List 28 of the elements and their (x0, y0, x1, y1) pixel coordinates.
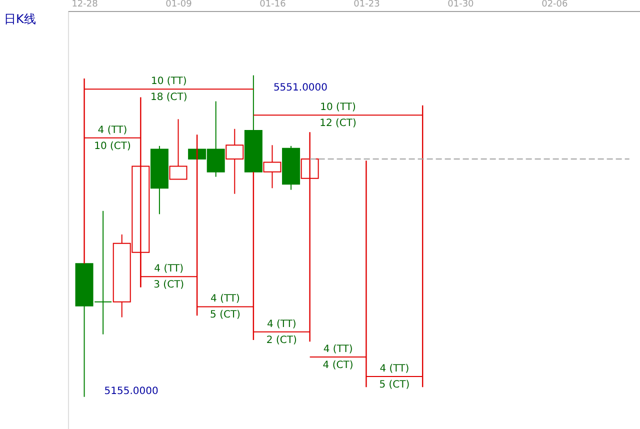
annotation: 10 (TT) (320, 102, 356, 114)
candlestick (169, 118, 188, 180)
annotation: 4 (TT) (266, 318, 296, 330)
annotation: 5 (CT) (379, 380, 410, 391)
annotation: 10 (CT) (94, 140, 131, 152)
annotation: 4 (TT) (98, 124, 128, 136)
annotation: 12 (CT) (320, 118, 357, 130)
x-tick-label: 01-09 (166, 0, 192, 10)
annotation: 18 (CT) (150, 92, 188, 104)
candlestick (226, 128, 244, 194)
chart-title: 日K线 (4, 12, 36, 26)
x-tick-label: 01-16 (260, 0, 286, 10)
x-tick-label: 12-28 (72, 0, 98, 10)
x-tick-label: 01-30 (448, 0, 474, 10)
annotation: 4 (TT) (210, 294, 240, 305)
annotation: 10 (TT) (150, 76, 187, 88)
annotation: 4 (CT) (322, 360, 354, 372)
annotation: 4 (TT) (380, 364, 410, 375)
annotation: 5155.0000 (104, 386, 158, 397)
annotation: 3 (CT) (154, 280, 184, 291)
annotation: 4 (TT) (323, 344, 353, 356)
x-tick-label: 02-06 (542, 0, 568, 10)
x-tick-label: 01-23 (354, 0, 380, 10)
annotation: 4 (TT) (154, 264, 184, 275)
annotation: 5 (CT) (210, 310, 241, 321)
annotation: 2 (CT) (266, 334, 297, 346)
annotation: 5551.0000 (273, 82, 328, 94)
candlestick (263, 144, 282, 189)
